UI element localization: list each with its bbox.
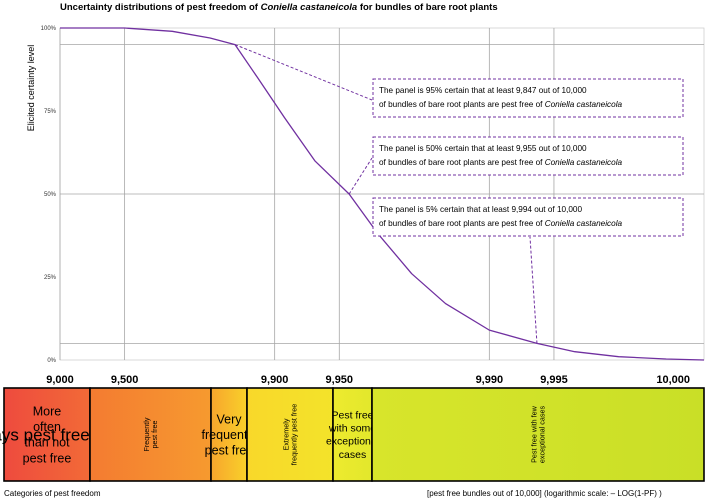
category-label: Extremelyfrequently pest free: [281, 404, 298, 466]
category-label: Pest free with fewexceptional cases: [529, 405, 546, 463]
x-tick-10-000: 10,000: [656, 374, 690, 386]
category-pest-free-with-some-exceptional-cases: Pest free with some exceptional cases: [326, 387, 379, 482]
series-line-1: [60, 27, 705, 361]
annotation-line-2: of bundles of bare root plants are pest …: [379, 219, 623, 228]
category-very-frequently-pest-free: Very frequently pest free: [202, 387, 258, 482]
x-tick-9-000: 9,000: [46, 374, 74, 386]
x-tick-9-500: 9,500: [111, 374, 139, 386]
certainty-curve: [60, 27, 705, 361]
category-almost-always-pest-free: Almost always pest free: [0, 425, 90, 444]
category-label: Almost always pest free: [0, 425, 90, 444]
pest-freedom-categories: More often than not pest free Frequentlypest…: [0, 387, 705, 482]
category-box: [89, 387, 212, 482]
x-tick-9-950: 9,950: [326, 374, 354, 386]
annotation-box: [372, 197, 684, 237]
annotation-leader: [529, 236, 538, 344]
annotation-line-2: of bundles of bare root plants are pest …: [379, 100, 623, 109]
x-tick-9-900: 9,900: [261, 374, 289, 386]
chart-title: Uncertainty distributions of pest freedo…: [60, 2, 498, 13]
category-pest-free-with-few-exceptional-cases: Pest free with fewexceptional cases: [371, 387, 705, 482]
x-tick-9-995: 9,995: [540, 374, 568, 386]
y-tick-0: 0%: [47, 358, 56, 364]
annotation-box: [372, 136, 684, 176]
category-box: [246, 387, 334, 482]
annotation-line-2: of bundles of bare root plants are pest …: [379, 158, 623, 167]
annotation-box: [372, 78, 684, 118]
x-tick-9-990: 9,990: [476, 374, 504, 386]
y-tick-25: 25%: [44, 275, 57, 281]
y-tick-100: 100%: [41, 26, 57, 32]
category-label: Pest free with some exceptional cases: [326, 409, 379, 460]
category-box: [332, 387, 373, 482]
annotation-3: The panel is 5% certain that at least 9,…: [372, 197, 684, 344]
categories-footer-label: Categories of pest freedom: [4, 489, 101, 498]
x-axis-footer-label: [pest free bundles out of 10,000] (logar…: [427, 489, 662, 498]
reference-lines: [60, 44, 704, 344]
y-tick-labels: 100% 75% 50% 25% 0%: [41, 26, 57, 364]
category-frequently-pest-free: Frequentlypest free: [89, 387, 212, 482]
annotations: The panel is 95% certain that at least 9…: [234, 44, 684, 344]
annotation-2: The panel is 50% certain that at least 9…: [348, 136, 684, 195]
annotation-line-1: The panel is 5% certain that at least 9,…: [379, 205, 582, 214]
category-label: More often than not pest free: [23, 404, 72, 465]
category-box: [371, 387, 705, 482]
category-extremely-frequently-pest-free: Extremelyfrequently pest free: [246, 387, 334, 482]
y-axis-label: Elicited certainty level: [26, 45, 36, 132]
annotation-leader: [348, 157, 373, 195]
annotation-line-1: The panel is 50% certain that at least 9…: [379, 144, 587, 153]
category-more-often-than-not-pest-free: More often than not pest free: [3, 387, 91, 482]
category-box: [3, 387, 91, 482]
y-tick-75: 75%: [44, 109, 57, 115]
category-label: Very frequently pest free: [202, 412, 258, 457]
x-tick-labels: 9,000 9,500 9,900 9,950 9,990 9,995 10,000: [46, 374, 690, 386]
annotation-line-1: The panel is 95% certain that at least 9…: [379, 86, 587, 95]
category-label: Frequentlypest free: [142, 417, 159, 451]
y-tick-50: 50%: [44, 192, 57, 198]
annotation-1: The panel is 95% certain that at least 9…: [234, 44, 684, 118]
